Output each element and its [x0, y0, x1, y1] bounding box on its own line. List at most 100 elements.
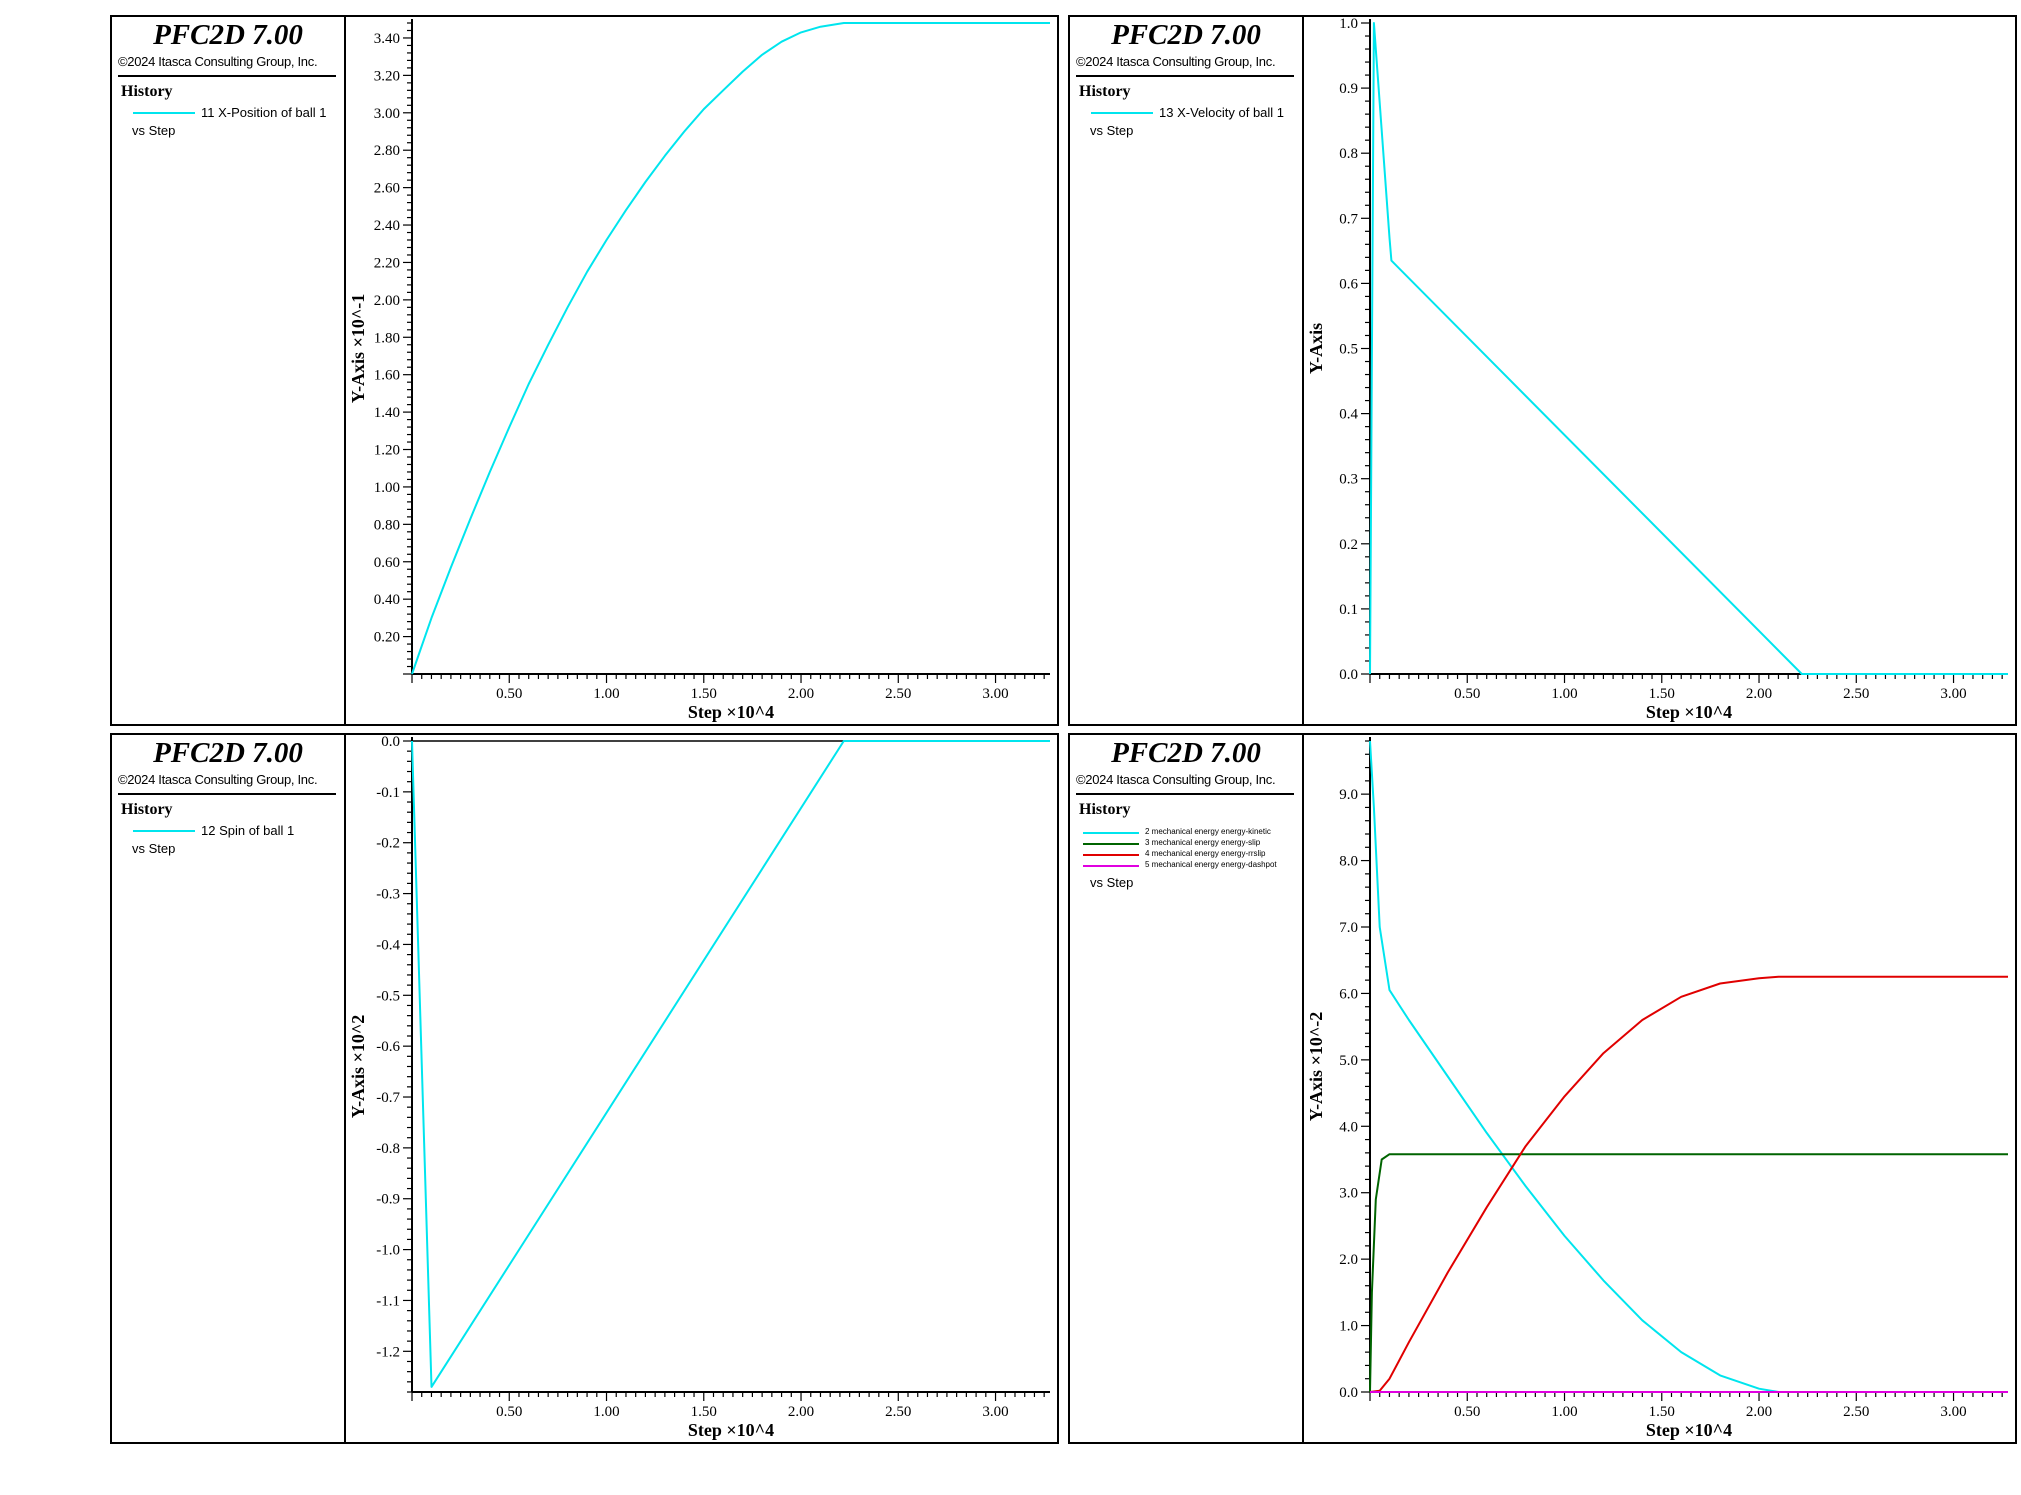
- y-tick-label: 0.9: [1339, 81, 1358, 97]
- x-tick-label: 2.50: [1843, 686, 1869, 702]
- y-tick-label: 9.0: [1339, 787, 1358, 803]
- app-title: PFC2D 7.00: [153, 737, 303, 769]
- app-title: PFC2D 7.00: [1111, 19, 1261, 51]
- copyright-text: ©2024 Itasca Consulting Group, Inc.: [118, 772, 318, 787]
- history-legend: PFC2D 7.00 ©2024 Itasca Consulting Group…: [112, 17, 346, 724]
- series-line-0: [411, 740, 1050, 1388]
- x-tick-label: 0.50: [1454, 1404, 1480, 1420]
- y-tick-label: 0.3: [1339, 472, 1358, 488]
- y-tick-label: 0.0: [1339, 1385, 1358, 1401]
- legend-divider: [118, 793, 336, 795]
- y-tick-label: 0.80: [374, 517, 400, 533]
- copyright-text: ©2024 Itasca Consulting Group, Inc.: [1076, 772, 1276, 787]
- legend-divider: [1076, 75, 1294, 77]
- history-legend: PFC2D 7.00 ©2024 Itasca Consulting Group…: [1070, 735, 1304, 1442]
- y-tick-label: 2.0: [1339, 1252, 1358, 1268]
- legend-swatch: [1091, 112, 1153, 114]
- y-tick-label: 0.0: [381, 735, 400, 750]
- y-tick-label: 1.0: [1339, 17, 1358, 32]
- plot-area: 0.50 1.00 1.50 2.00 2.50 3.00 0.0 0.1 0.2 0.3 0.4 0…: [1304, 17, 2015, 724]
- series-line-2: [1369, 975, 2008, 1393]
- series-line-0: [1369, 22, 2008, 675]
- history-legend: PFC2D 7.00 ©2024 Itasca Consulting Group…: [112, 735, 346, 1442]
- plot-area: 0.50 1.00 1.50 2.00 2.50 3.00 0.20 0.40 0.60 0.80…: [346, 17, 1057, 724]
- y-tick-label: 2.80: [374, 143, 400, 159]
- x-tick-label: 1.50: [1649, 686, 1675, 702]
- copyright-text: ©2024 Itasca Consulting Group, Inc.: [118, 54, 318, 69]
- y-tick-label: -0.9: [376, 1192, 400, 1208]
- x-tick-label: 2.50: [885, 1404, 911, 1420]
- plot-area: 0.50 1.00 1.50 2.00 2.50 3.00 0.0 -0.1 -0.2 -0.3 -…: [346, 735, 1057, 1442]
- y-tick-label: 0.1: [1339, 602, 1358, 618]
- y-tick-label: 1.20: [374, 443, 400, 459]
- x-tick-label: 2.50: [1843, 1404, 1869, 1420]
- y-tick-label: 1.60: [374, 368, 400, 384]
- x-tick-label: 0.50: [496, 1404, 522, 1420]
- copyright-text: ©2024 Itasca Consulting Group, Inc.: [1076, 54, 1276, 69]
- y-tick-label: 0.60: [374, 555, 400, 571]
- y-tick-label: 7.0: [1339, 920, 1358, 936]
- y-tick-label: 1.80: [374, 330, 400, 346]
- legend-entry-label: 11 X-Position of ball 1: [201, 105, 327, 120]
- y-tick-label: 0.4: [1339, 407, 1358, 423]
- series-line-0: [411, 22, 1050, 675]
- y-tick-label: 8.0: [1339, 854, 1358, 870]
- y-tick-label: -0.6: [376, 1039, 400, 1055]
- y-tick-label: 4.0: [1339, 1119, 1358, 1135]
- y-axis-title: Y-Axis ×10^-1: [348, 294, 368, 404]
- chart-panel-mechanical-energy: PFC2D 7.00 ©2024 Itasca Consulting Group…: [1068, 733, 2017, 1444]
- x-tick-label: 1.50: [1649, 1404, 1675, 1420]
- x-tick-label: 1.00: [593, 1404, 619, 1420]
- legend-entry: 11 X-Position of ball 1: [121, 105, 342, 121]
- y-tick-label: -0.8: [376, 1141, 400, 1157]
- legend-entry: 2 mechanical energy energy-kinetic: [1079, 827, 1300, 838]
- x-axis-title: Step ×10^4: [1646, 1420, 1732, 1440]
- x-axis-title: Step ×10^4: [1646, 702, 1732, 722]
- legend-entry-label: 3 mechanical energy energy-slip: [1145, 838, 1261, 847]
- y-tick-label: -1.1: [376, 1293, 400, 1309]
- app-title: PFC2D 7.00: [153, 19, 303, 51]
- legend-entry: 3 mechanical energy energy-slip: [1079, 838, 1300, 849]
- legend-entry-label: 2 mechanical energy energy-kinetic: [1145, 827, 1271, 836]
- x-tick-label: 2.50: [885, 686, 911, 702]
- legend-divider: [1076, 793, 1294, 795]
- y-tick-label: 0.6: [1339, 276, 1358, 292]
- x-tick-label: 3.00: [982, 686, 1008, 702]
- y-tick-label: 0.40: [374, 592, 400, 608]
- y-tick-label: -0.4: [376, 937, 400, 953]
- history-heading: History: [1079, 83, 1131, 100]
- y-tick-label: 0.7: [1339, 211, 1358, 227]
- y-tick-label: 2.40: [374, 218, 400, 234]
- legend-entry: 5 mechanical energy energy-dashpot: [1079, 860, 1300, 871]
- chart-svg: 0.50 1.00 1.50 2.00 2.50 3.00 0.0 0.1 0.2 0.3 0.4 0…: [1306, 17, 2008, 722]
- x-tick-label: 2.00: [1746, 686, 1772, 702]
- legend-divider: [118, 75, 336, 77]
- y-tick-label: 6.0: [1339, 986, 1358, 1002]
- chart-svg: 0.50 1.00 1.50 2.00 2.50 3.00 0.0 -0.1 -0.2 -0.3 -…: [348, 735, 1050, 1440]
- plot-area: 0.50 1.00 1.50 2.00 2.50 3.00 0.0 1.0 2.0 3.0 4.0 5…: [1304, 735, 2015, 1442]
- y-tick-label: 0.0: [1339, 667, 1358, 683]
- y-tick-label: 3.20: [374, 68, 400, 84]
- legend-entry-label: 12 Spin of ball 1: [201, 823, 295, 838]
- legend-entry-label: 13 X-Velocity of ball 1: [1159, 105, 1285, 120]
- history-heading: History: [1079, 801, 1131, 818]
- series-line-1: [1369, 1153, 2008, 1393]
- legend-swatch: [1083, 854, 1139, 856]
- y-tick-label: 0.20: [374, 630, 400, 646]
- legend-swatch: [1083, 843, 1139, 845]
- y-tick-label: 1.40: [374, 405, 400, 421]
- y-tick-label: 0.8: [1339, 146, 1358, 162]
- y-tick-label: 3.40: [374, 31, 400, 47]
- legend-entry-label: 5 mechanical energy energy-dashpot: [1145, 860, 1277, 869]
- x-axis-title: Step ×10^4: [688, 702, 774, 722]
- x-tick-label: 2.00: [788, 1404, 814, 1420]
- legend-vs-step: vs Step: [1090, 875, 1134, 890]
- history-heading: History: [121, 801, 173, 818]
- chart-svg: 0.50 1.00 1.50 2.00 2.50 3.00 0.0 1.0 2.0 3.0 4.0 5…: [1306, 737, 2008, 1440]
- chart-panel-x-velocity: PFC2D 7.00 ©2024 Itasca Consulting Group…: [1068, 15, 2017, 726]
- y-tick-label: 2.60: [374, 181, 400, 197]
- y-tick-label: -0.2: [376, 836, 400, 852]
- y-tick-label: 0.2: [1339, 537, 1358, 553]
- x-tick-label: 2.00: [1746, 1404, 1772, 1420]
- y-tick-label: 1.0: [1339, 1319, 1358, 1335]
